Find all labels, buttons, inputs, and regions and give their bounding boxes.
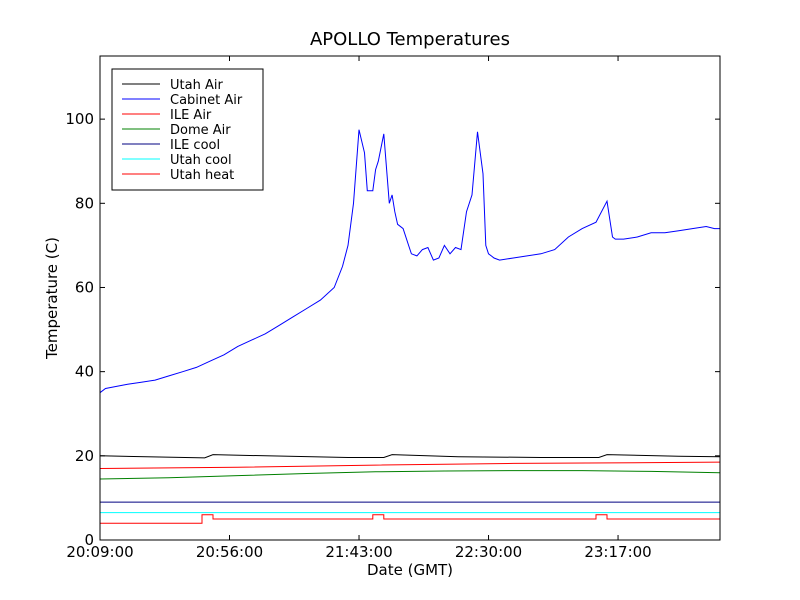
- x-tick-label: 23:17:00: [584, 543, 651, 561]
- series-line-utah-heat: [100, 514, 720, 524]
- chart-title: APOLLO Temperatures: [310, 29, 510, 50]
- y-tick-label: 0: [84, 531, 94, 549]
- legend-label: Utah heat: [170, 168, 234, 183]
- y-tick-label: 40: [75, 363, 94, 381]
- series-line-utah-air: [99, 454, 721, 459]
- series-line-cabinet-air: [99, 129, 720, 394]
- legend-label: Utah cool: [170, 153, 232, 168]
- series-line-dome-air: [99, 470, 721, 480]
- y-tick-label: 20: [75, 447, 94, 465]
- plot-area: [99, 129, 721, 524]
- y-axis-label: Temperature (C): [43, 237, 61, 360]
- x-tick-label: 20:09:00: [66, 543, 133, 561]
- y-tick-label: 100: [65, 110, 94, 128]
- legend-label: Cabinet Air: [170, 93, 243, 108]
- series-line-ile-air: [99, 461, 721, 469]
- plot-frame: [99, 55, 721, 541]
- x-tick-label: 21:43:00: [325, 543, 392, 561]
- x-tick-label: 22:30:00: [455, 543, 522, 561]
- legend-label: Utah Air: [170, 78, 223, 93]
- series-layer: [99, 129, 721, 524]
- y-tick-label: 60: [75, 278, 94, 296]
- legend-label: ILE cool: [170, 138, 220, 153]
- x-axis-label: Date (GMT): [367, 561, 453, 579]
- legend-label: Dome Air: [170, 123, 231, 138]
- axis-ticks: 0 20 40 60 80 100 20:09:00 20:56:00 21:43:00 22:3…: [65, 56, 720, 561]
- y-tick-label: 80: [75, 194, 94, 212]
- x-tick-label: 20:56:00: [196, 543, 263, 561]
- legend-label: ILE Air: [170, 108, 212, 123]
